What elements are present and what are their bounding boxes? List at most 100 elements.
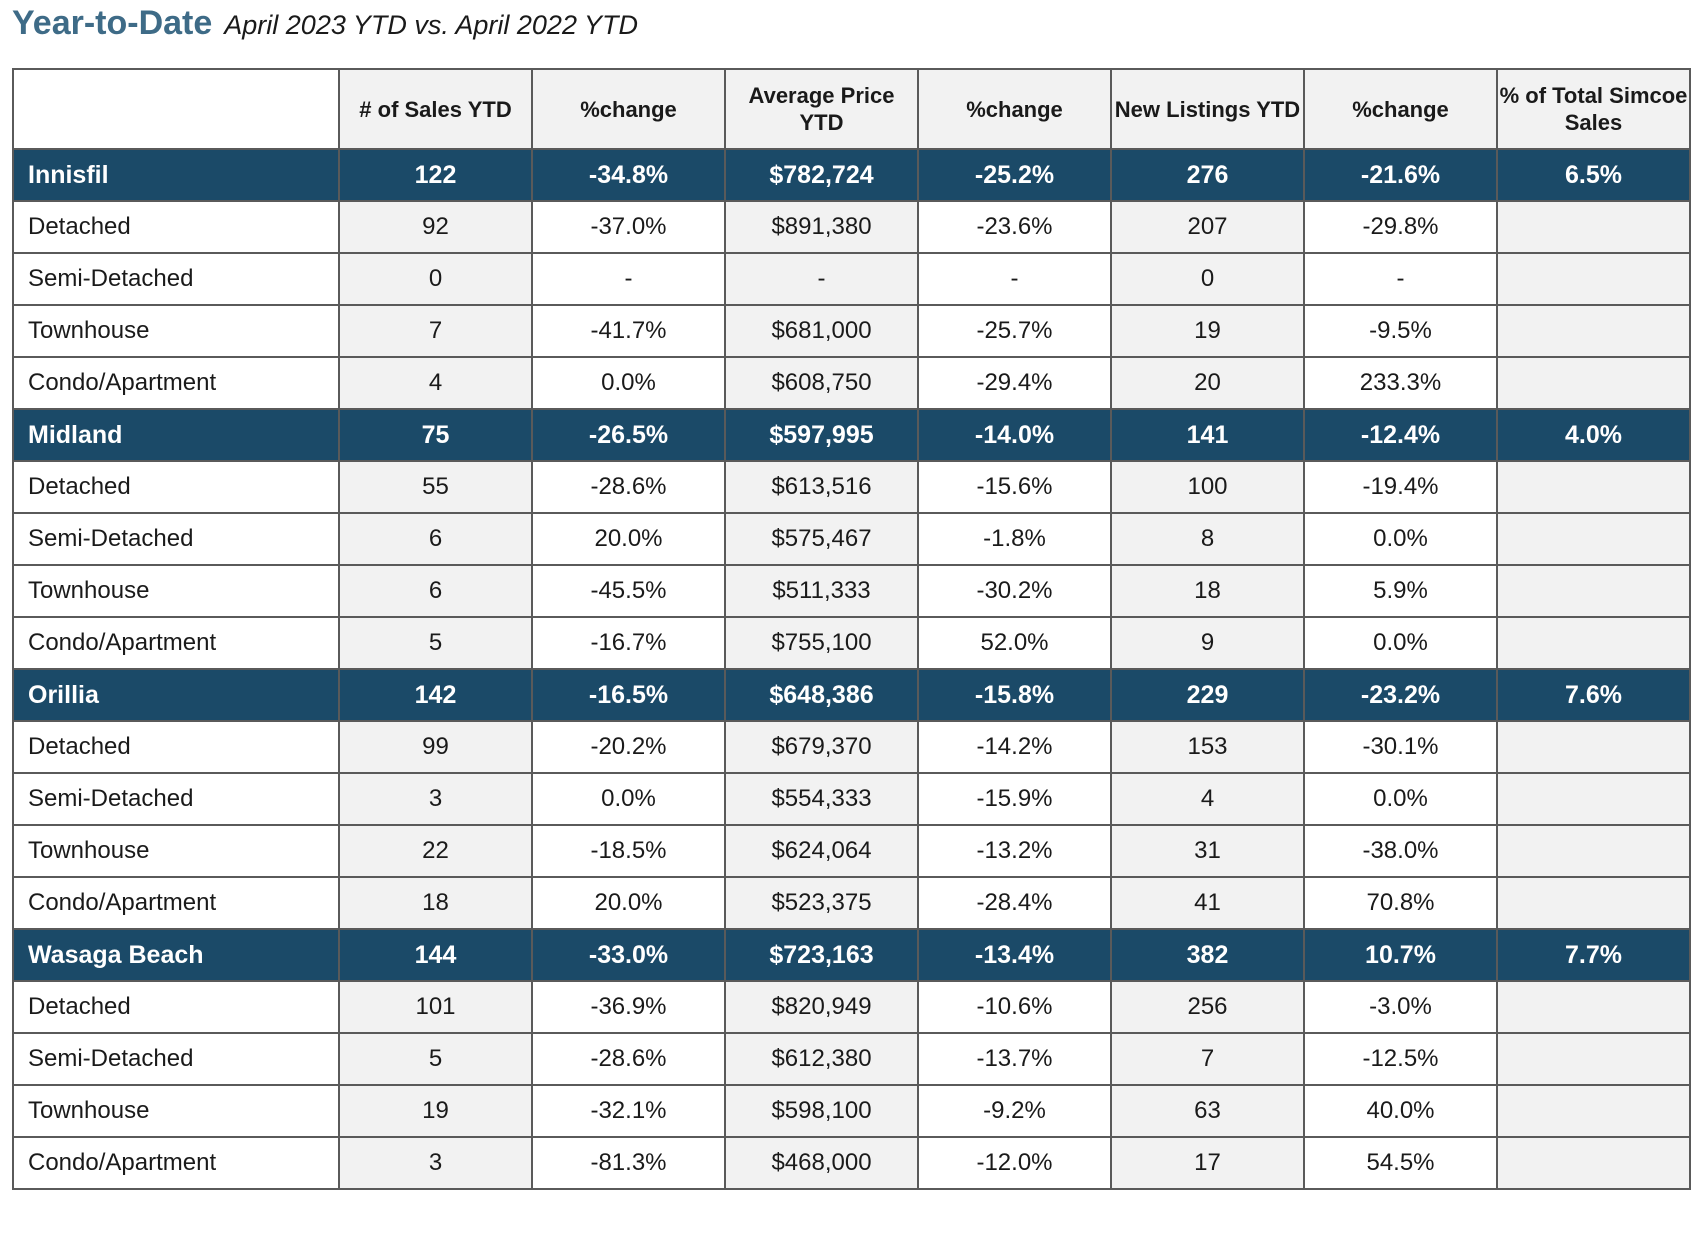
- table-cell: -1.8%: [917, 512, 1112, 566]
- table-row: Semi-Detached 5 -28.6% $612,380 -13.7% 7 -12.5…: [12, 1032, 1691, 1086]
- region-name: Innisfil: [12, 148, 340, 202]
- table-cell: [1496, 512, 1691, 566]
- table-cell: -45.5%: [531, 564, 726, 618]
- region-total-cell: -26.5%: [531, 408, 726, 462]
- property-type: Detached: [12, 720, 340, 774]
- table-cell: 22: [338, 824, 533, 878]
- table-cell: -15.9%: [917, 772, 1112, 826]
- table-cell: 0: [338, 252, 533, 306]
- table-cell: 70.8%: [1303, 876, 1498, 930]
- property-type: Townhouse: [12, 1084, 340, 1138]
- table-cell: -38.0%: [1303, 824, 1498, 878]
- table-cell: 6: [338, 512, 533, 566]
- table-cell: 3: [338, 1136, 533, 1190]
- region-total-row: Wasaga Beach 144 -33.0% $723,163 -13.4% 382 10…: [12, 928, 1691, 982]
- region-total-cell: 6.5%: [1496, 148, 1691, 202]
- table-cell: -18.5%: [531, 824, 726, 878]
- region-total-cell: 10.7%: [1303, 928, 1498, 982]
- table-cell: [1496, 876, 1691, 930]
- table-cell: 18: [1110, 564, 1305, 618]
- region-total-cell: -23.2%: [1303, 668, 1498, 722]
- table-row: Townhouse 7 -41.7% $681,000 -25.7% 19 -9.5%: [12, 304, 1691, 358]
- table-cell: 8: [1110, 512, 1305, 566]
- table-row: Semi-Detached 0- - -0-: [12, 252, 1691, 306]
- table-cell: 0.0%: [1303, 512, 1498, 566]
- table-cell: -10.6%: [917, 980, 1112, 1034]
- table-cell: $681,000: [724, 304, 919, 358]
- table-cell: -28.4%: [917, 876, 1112, 930]
- table-cell: [1496, 1084, 1691, 1138]
- table-row: Detached 101 -36.9% $820,949 -10.6% 256 -3.0%: [12, 980, 1691, 1034]
- region-name: Wasaga Beach: [12, 928, 340, 982]
- listings-change-header: %change: [1303, 68, 1498, 150]
- table-cell: 7: [1110, 1032, 1305, 1086]
- table-cell: 19: [1110, 304, 1305, 358]
- property-type: Condo/Apartment: [12, 1136, 340, 1190]
- table-row: Townhouse 19 -32.1% $598,100 -9.2% 63 40.0%: [12, 1084, 1691, 1138]
- table-row: Townhouse 22 -18.5% $624,064 -13.2% 31 -38.0%: [12, 824, 1691, 878]
- page-subtitle: April 2023 YTD vs. April 2022 YTD: [224, 10, 638, 40]
- table-cell: -41.7%: [531, 304, 726, 358]
- property-type: Townhouse: [12, 824, 340, 878]
- table-cell: -12.0%: [917, 1136, 1112, 1190]
- region-total-cell: 142: [338, 668, 533, 722]
- region-total-cell: $723,163: [724, 928, 919, 982]
- table-cell: $891,380: [724, 200, 919, 254]
- table-cell: 18: [338, 876, 533, 930]
- table-cell: 17: [1110, 1136, 1305, 1190]
- table-cell: 31: [1110, 824, 1305, 878]
- table-row: Condo/Apartment 4 0.0% $608,750 -29.4% 20 233.…: [12, 356, 1691, 410]
- table-cell: -14.2%: [917, 720, 1112, 774]
- new-listings-header: New Listings YTD: [1110, 68, 1305, 150]
- table-cell: 19: [338, 1084, 533, 1138]
- table-cell: $679,370: [724, 720, 919, 774]
- region-total-cell: 229: [1110, 668, 1305, 722]
- table-cell: 0: [1110, 252, 1305, 306]
- region-total-cell: $648,386: [724, 668, 919, 722]
- average-price-header: Average Price YTD: [724, 68, 919, 150]
- region-total-row: Innisfil 122 -34.8% $782,724 -25.2% 276 -21.6%…: [12, 148, 1691, 202]
- table-row: Detached 99 -20.2% $679,370 -14.2% 153 -30.1%: [12, 720, 1691, 774]
- region-total-cell: 4.0%: [1496, 408, 1691, 462]
- table-cell: -20.2%: [531, 720, 726, 774]
- ytd-sales-table: # of Sales YTD %change Average Price YTD %c…: [12, 68, 1691, 1190]
- property-type: Semi-Detached: [12, 512, 340, 566]
- table-cell: [1496, 772, 1691, 826]
- region-total-cell: 144: [338, 928, 533, 982]
- table-cell: 63: [1110, 1084, 1305, 1138]
- table-cell: [1496, 200, 1691, 254]
- property-type: Condo/Apartment: [12, 356, 340, 410]
- region-total-cell: -25.2%: [917, 148, 1112, 202]
- region-total-row: Midland 75 -26.5% $597,995 -14.0% 141 -12.4% 4.…: [12, 408, 1691, 462]
- table-cell: -32.1%: [531, 1084, 726, 1138]
- region-total-cell: -16.5%: [531, 668, 726, 722]
- region-total-cell: -15.8%: [917, 668, 1112, 722]
- header-row: # of Sales YTD %change Average Price YTD %c…: [12, 68, 1691, 150]
- table-cell: -29.8%: [1303, 200, 1498, 254]
- table-cell: 20.0%: [531, 876, 726, 930]
- table-cell: 3: [338, 772, 533, 826]
- region-total-cell: 382: [1110, 928, 1305, 982]
- property-type: Detached: [12, 460, 340, 514]
- property-type: Condo/Apartment: [12, 616, 340, 670]
- table-cell: 207: [1110, 200, 1305, 254]
- table-cell: [1496, 460, 1691, 514]
- table-cell: $612,380: [724, 1032, 919, 1086]
- table-cell: $624,064: [724, 824, 919, 878]
- sales-ytd-header: # of Sales YTD: [338, 68, 533, 150]
- table-cell: [1496, 564, 1691, 618]
- table-header: # of Sales YTD %change Average Price YTD %c…: [12, 68, 1691, 150]
- table-cell: [1496, 1032, 1691, 1086]
- table-cell: $613,516: [724, 460, 919, 514]
- table-cell: [1496, 616, 1691, 670]
- table-cell: 92: [338, 200, 533, 254]
- table-cell: $523,375: [724, 876, 919, 930]
- table-row: Condo/Apartment 5 -16.7% $755,100 52.0% 9 0.0%: [12, 616, 1691, 670]
- table-cell: $554,333: [724, 772, 919, 826]
- table-cell: -: [917, 252, 1112, 306]
- table-cell: -13.7%: [917, 1032, 1112, 1086]
- region-total-row: Orillia 142 -16.5% $648,386 -15.8% 229 -23.2% 7…: [12, 668, 1691, 722]
- table-cell: 54.5%: [1303, 1136, 1498, 1190]
- region-total-cell: 75: [338, 408, 533, 462]
- table-cell: $575,467: [724, 512, 919, 566]
